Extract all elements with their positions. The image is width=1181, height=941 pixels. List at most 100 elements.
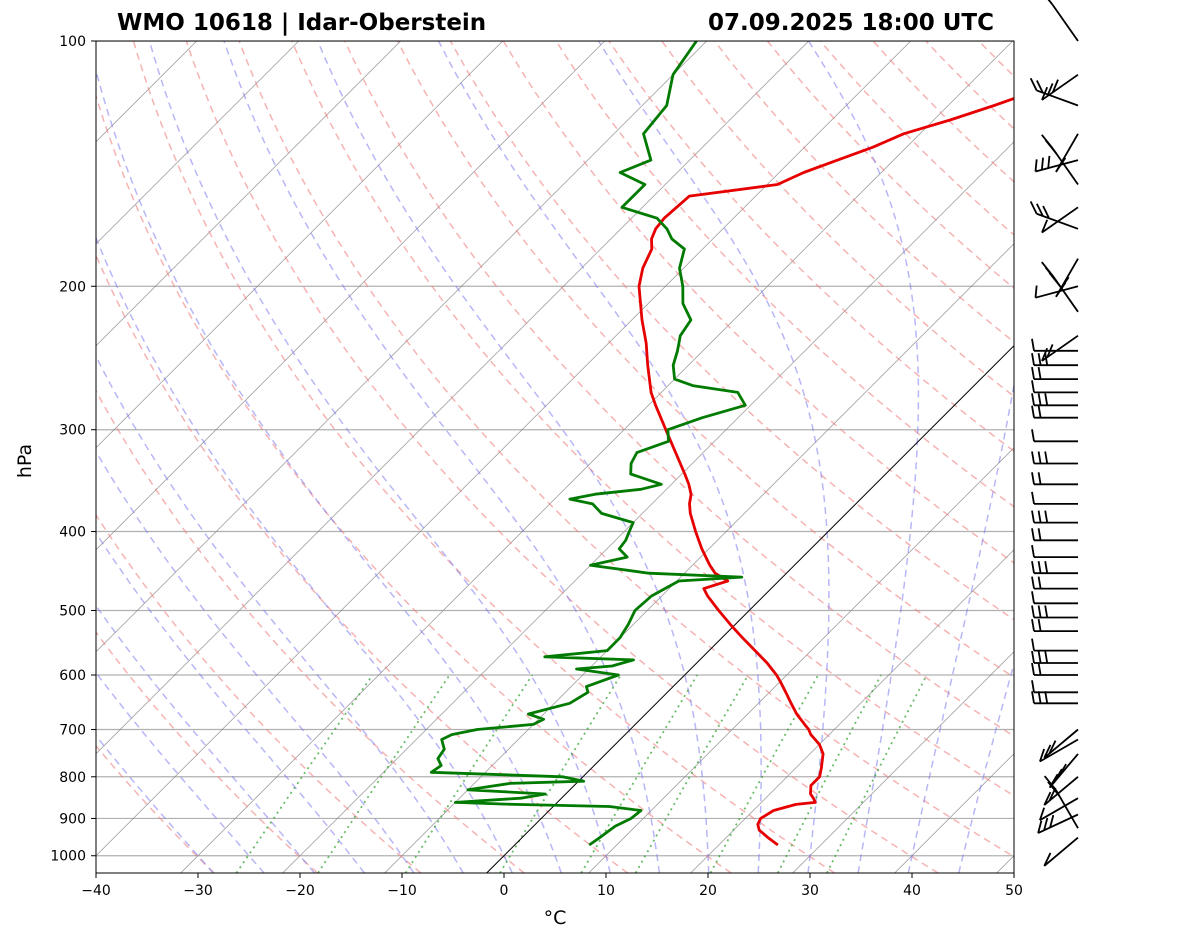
- y-tick-label: 200: [59, 279, 86, 295]
- wind-barb: [1048, 753, 1079, 789]
- moist-adiabat: [957, 661, 1014, 873]
- dry-adiabat: [344, 41, 1014, 738]
- x-tick-label: 50: [1005, 883, 1023, 899]
- wind-barb: [1031, 680, 1078, 694]
- wind-barb-flag: [1048, 740, 1057, 754]
- wind-barb-flag: [1031, 591, 1035, 604]
- wind-barb-flag: [1048, 272, 1062, 288]
- sounding-profiles: [429, 41, 1014, 847]
- isotherm: [180, 41, 1013, 873]
- wind-barb: [1031, 353, 1078, 367]
- wind-barb: [1031, 662, 1078, 676]
- wind-barb: [1031, 605, 1078, 619]
- x-tick-label: 0: [500, 883, 509, 899]
- isotherm: [96, 41, 299, 245]
- wind-barb-shaft: [1039, 797, 1079, 821]
- wind-barb-flag: [1044, 561, 1049, 574]
- wind-barb-flag: [1043, 817, 1049, 831]
- wind-barb-flag: [1042, 205, 1050, 219]
- chart-title-datetime: 07.09.2025 18:00 UTC: [708, 10, 994, 36]
- wind-barb: [1031, 528, 1078, 542]
- wind-barb: [1047, 0, 1079, 42]
- wind-barb-shaft: [1035, 285, 1079, 299]
- wind-barb: [1055, 133, 1079, 173]
- wind-barb: [1031, 510, 1078, 524]
- wind-barb-flag: [1031, 405, 1035, 418]
- mixing-ratio-line: [317, 674, 451, 873]
- wind-barb-flag: [1031, 491, 1035, 505]
- zero-degree-isotherm: [486, 344, 1014, 873]
- wind-barb: [1034, 155, 1079, 173]
- x-axis-ticks: −40 −30 −20 −10 0 10 20 30 40 50: [81, 873, 1023, 899]
- wind-barb-flag: [1044, 393, 1049, 406]
- moist-adiabat: [96, 67, 562, 873]
- isotherm: [96, 41, 707, 653]
- wind-barb-flag: [1031, 353, 1035, 366]
- wind-barb: [1043, 836, 1079, 867]
- moist-adiabat: [96, 671, 265, 873]
- wind-barb-flag: [1044, 353, 1049, 366]
- wind-barb-flag: [1043, 775, 1057, 791]
- moist-adiabat: [96, 734, 214, 873]
- wind-barb: [1031, 451, 1078, 465]
- wind-barb: [1041, 206, 1079, 234]
- dry-adiabat: [96, 253, 629, 873]
- x-tick-label: −30: [183, 883, 213, 899]
- moist-adiabat: [96, 450, 415, 873]
- dry-adiabat: [555, 41, 1014, 508]
- dry-adiabat: [978, 41, 1014, 78]
- x-tick-label: 30: [801, 883, 819, 899]
- y-tick-label: 100: [59, 34, 86, 50]
- moist-adiabat: [96, 354, 464, 873]
- wind-barb: [1041, 73, 1079, 101]
- wind-barb-flag: [1044, 691, 1049, 704]
- x-axis-label: °C: [544, 907, 567, 929]
- wind-barb-flag: [1034, 159, 1038, 172]
- wind-barbs: [1029, 0, 1079, 867]
- wind-barb-flag: [1058, 276, 1070, 292]
- dry-adiabat: [872, 41, 1014, 183]
- moist-adiabat-lines: [96, 41, 1014, 873]
- dry-adiabat: [96, 513, 422, 873]
- moist-adiabat: [807, 41, 920, 873]
- wind-barb-flag: [1037, 662, 1042, 676]
- wind-barb-flag: [1037, 561, 1042, 574]
- wind-barb: [1039, 738, 1079, 763]
- zero-isotherm-line: [486, 344, 1014, 873]
- wind-barb-flag: [1037, 820, 1043, 834]
- wind-barb-flag: [1031, 691, 1035, 704]
- wind-barb-shaft: [1043, 836, 1079, 867]
- isotherm: [690, 549, 1014, 873]
- wind-barb-flag: [1039, 807, 1046, 821]
- wind-barb: [1031, 561, 1078, 575]
- wind-barb-flag: [1044, 139, 1058, 155]
- wind-barb-flag: [1047, 155, 1051, 169]
- wind-barb-flag: [1031, 429, 1035, 442]
- dry-adiabat: [766, 41, 1014, 290]
- mixing-ratio-line: [235, 674, 374, 873]
- isotherm: [96, 41, 809, 755]
- wind-barb-flag: [1036, 80, 1044, 94]
- wind-barb-flag: [1029, 201, 1038, 215]
- wind-barb-flag: [1037, 528, 1042, 541]
- wind-barb-flag: [1031, 618, 1035, 632]
- wind-barb: [1031, 691, 1078, 705]
- x-tick-label: −40: [81, 883, 111, 899]
- dry-adiabat: [96, 389, 525, 873]
- wind-barb: [1031, 429, 1078, 443]
- wind-barb-flag: [1031, 605, 1035, 618]
- wind-barb-flag: [1037, 393, 1042, 406]
- wind-barb: [1031, 576, 1078, 590]
- wind-barb-flag: [1037, 451, 1042, 464]
- isotherm: [384, 243, 1014, 873]
- wind-barb-flag: [1031, 510, 1035, 523]
- wind-barb-flag: [1046, 83, 1054, 97]
- y-tick-label: 1000: [50, 849, 86, 865]
- chart-title-station: WMO 10618 | Idar-Oberstein: [117, 10, 486, 36]
- wind-barb-flag: [1031, 366, 1035, 380]
- x-tick-label: 10: [597, 883, 615, 899]
- wind-barb-flag: [1037, 510, 1042, 523]
- dry-adiabat: [132, 41, 836, 873]
- dry-adiabat: [608, 41, 1014, 453]
- wind-barb-shaft: [1052, 4, 1079, 42]
